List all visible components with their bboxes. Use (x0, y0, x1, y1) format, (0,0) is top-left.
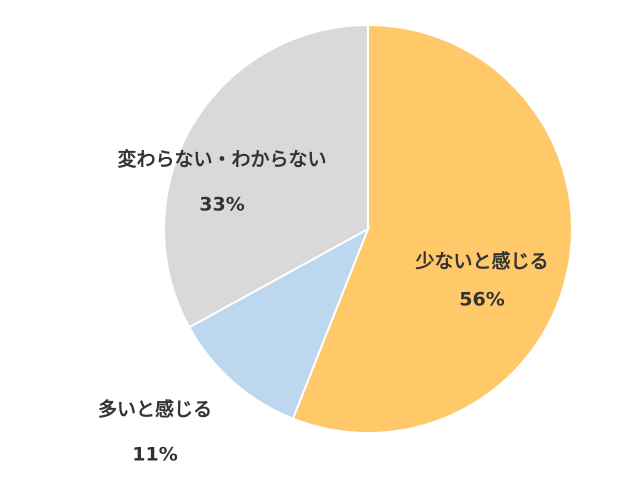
slice-value-label: 56% (459, 289, 504, 311)
slice-value-label: 11% (132, 444, 177, 466)
pie-slice (187, 226, 370, 420)
slice-label: 変わらない・わからない (117, 148, 326, 171)
slice-value-label: 33% (199, 194, 244, 216)
pie-slice (291, 23, 573, 434)
slice-label: 多いと感じる (98, 398, 212, 421)
slice-label: 少ないと感じる (414, 250, 548, 273)
pie-slice (163, 23, 369, 329)
